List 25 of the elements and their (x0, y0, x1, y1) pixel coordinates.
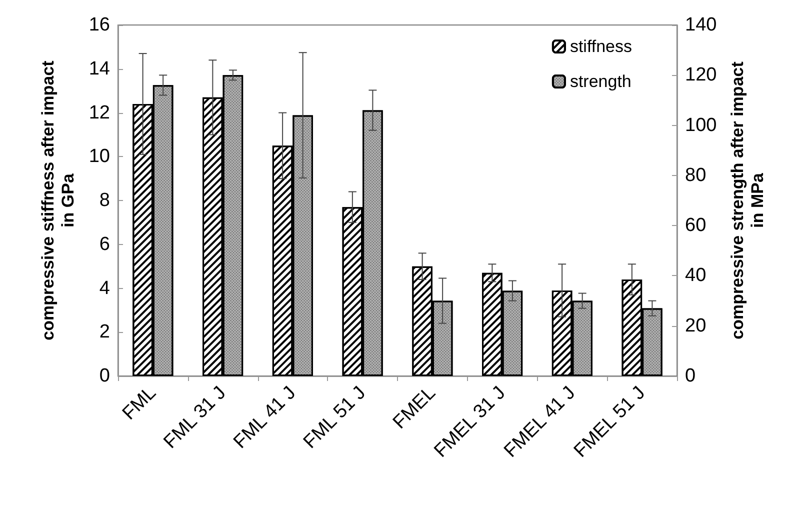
y-tick-label: 16 (88, 14, 110, 36)
y2-tick-label: 60 (685, 215, 706, 236)
y-tick-label: 0 (99, 366, 110, 386)
x-tick-label: FML 31 J (160, 382, 230, 453)
x-tick-label: FML (118, 382, 160, 424)
legend-label: strength (570, 72, 632, 91)
y2-tick-label: 140 (685, 14, 717, 36)
y-tick-label: 2 (99, 322, 110, 343)
x-tick-label: FML 51 J (300, 382, 370, 453)
y-axis-title: compressive stiffness after impact in GPa (38, 60, 78, 340)
legend-label: stiffness (570, 37, 632, 56)
y2-tick-label: 20 (685, 315, 706, 336)
y2-tick-label: 80 (685, 164, 706, 186)
y2-tick-label: 40 (685, 265, 706, 286)
x-tick-label: FML 41 J (230, 382, 300, 453)
y-tick-label: 6 (99, 234, 110, 255)
y-tick-label: 8 (99, 190, 110, 211)
y-tick-label: 4 (99, 278, 110, 299)
y2-tick-label: 0 (685, 366, 696, 386)
y2-axis-title: compressive strength after impact in MPa (728, 61, 768, 340)
y2-tick-label: 120 (685, 64, 717, 86)
y-tick-label: 14 (88, 58, 110, 80)
y-tick-label: 10 (88, 146, 110, 168)
y2-tick-label: 100 (685, 114, 717, 136)
y-tick-label: 12 (88, 102, 110, 124)
